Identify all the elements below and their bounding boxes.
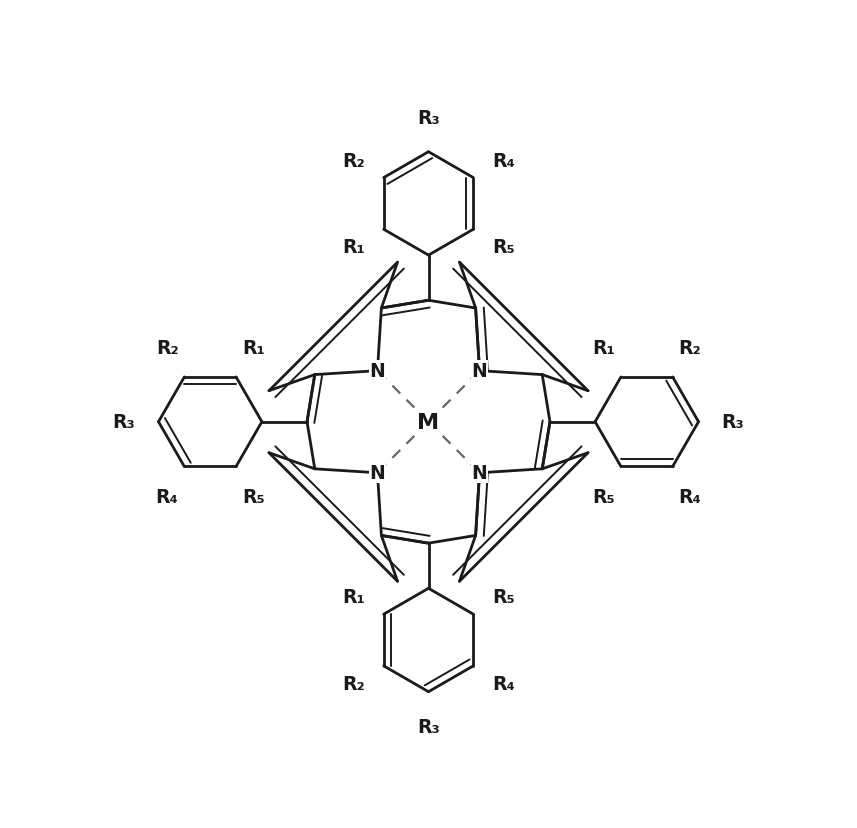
- Text: N: N: [369, 362, 386, 381]
- Text: R₅: R₅: [592, 487, 615, 506]
- Text: R₁: R₁: [343, 588, 365, 607]
- Text: N: N: [369, 464, 386, 483]
- Text: R₁: R₁: [592, 338, 615, 357]
- Text: R₂: R₂: [156, 338, 178, 357]
- Text: R₄: R₄: [156, 487, 178, 506]
- Text: R₃: R₃: [417, 717, 440, 736]
- Text: R₅: R₅: [492, 588, 514, 607]
- Text: R₃: R₃: [113, 412, 135, 431]
- Text: R₃: R₃: [417, 108, 440, 128]
- Text: R₂: R₂: [343, 674, 365, 693]
- Text: R₃: R₃: [722, 412, 744, 431]
- Text: N: N: [471, 464, 488, 483]
- Text: R₅: R₅: [492, 238, 514, 257]
- Text: R₁: R₁: [242, 338, 265, 357]
- Text: R₂: R₂: [679, 338, 701, 357]
- Text: R₄: R₄: [492, 152, 514, 171]
- Text: R₅: R₅: [242, 487, 265, 506]
- Text: R₄: R₄: [679, 487, 701, 506]
- Text: R₂: R₂: [343, 152, 365, 171]
- Text: R₁: R₁: [343, 238, 365, 257]
- Text: N: N: [471, 362, 488, 381]
- Text: R₄: R₄: [492, 674, 514, 693]
- Text: M: M: [417, 412, 440, 432]
